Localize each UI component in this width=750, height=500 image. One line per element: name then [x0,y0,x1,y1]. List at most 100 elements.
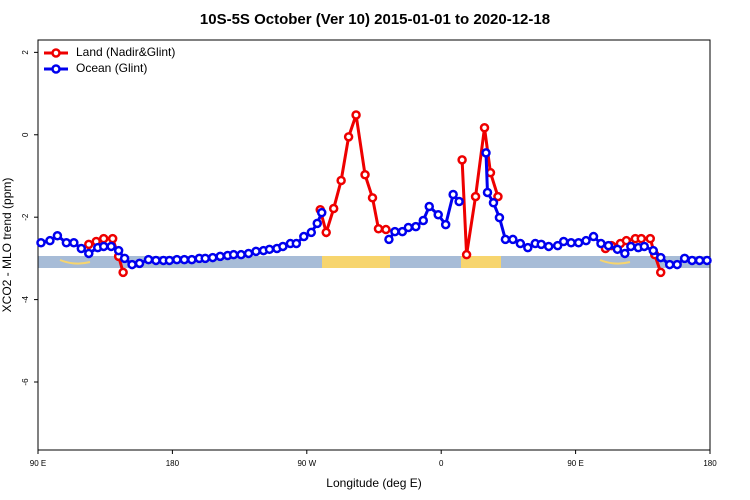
data-point [264,244,275,255]
data-point [620,248,630,259]
data-point [702,255,712,266]
data-point [461,249,472,260]
data-point [215,251,225,262]
data-point [151,255,161,266]
data-point [316,207,327,218]
data-point [639,241,650,252]
data-point [488,198,499,208]
data-point [107,233,118,244]
data-point [243,248,254,259]
data-point [251,246,261,257]
chart-title: 10S-5S October (Ver 10) 2015-01-01 to 20… [200,11,550,28]
y-tick-label: 0 [21,132,30,137]
data-point [312,218,323,229]
data-point [694,255,705,266]
data-point [411,221,421,232]
x-tick-label: 90 W [297,459,316,468]
data-point [573,237,584,248]
data-point [384,234,394,245]
data-point [52,230,63,241]
data-point [664,259,675,270]
data-point [343,132,354,142]
land-strip [322,256,390,268]
data-point [373,223,384,234]
data-point [479,123,490,133]
data-point [336,175,346,186]
x-tick-label: 180 [166,459,180,468]
data-point [543,241,554,252]
data-point [558,236,569,247]
data-point [403,222,414,233]
data-point [588,231,599,242]
data-point [603,240,614,251]
data-point [508,234,518,245]
data-point [61,237,72,248]
data-point [367,193,378,203]
data-point [672,259,682,270]
data-point [179,254,190,265]
legend-swatch [51,64,61,74]
data-point [655,267,666,278]
data-point [494,212,505,223]
data-point [278,241,288,252]
data-point [515,238,526,249]
data-point [424,201,435,212]
data-point [291,238,302,249]
data-point [321,227,331,238]
data-point [360,169,370,180]
data-point [236,249,246,260]
data-point [84,248,94,259]
data-point [433,209,443,220]
data-point [118,267,128,278]
data-point [679,253,690,264]
data-point [648,245,659,256]
data-point [612,244,623,255]
data-point [500,234,511,245]
x-tick-label: 0 [439,459,444,468]
data-point [200,253,211,264]
data-point [493,191,503,202]
land-strip [461,256,501,268]
data-point [98,233,109,244]
y-tick-label: 2 [21,50,30,55]
data-point [172,254,182,265]
x-axis-label: Longitude (deg E) [326,476,421,490]
data-point [470,191,481,202]
x-tick-label: 180 [703,459,717,468]
data-point [45,235,55,246]
y-tick-label: -6 [21,378,30,386]
data-point [164,255,175,266]
data-point [454,196,464,207]
legend-label: Ocean (Glint) [76,61,147,75]
data-point [636,233,647,244]
data-point [482,187,493,198]
data-point [566,237,576,248]
x-tick-label: 90 E [30,459,46,468]
data-point [328,203,339,214]
data-point [381,224,391,235]
data-point [448,189,458,200]
data-point [299,231,309,242]
data-point [457,155,467,165]
data-point [84,239,94,250]
legend-label: Land (Nadir&Glint) [76,45,175,59]
data-point [626,241,636,252]
data-point [655,252,666,263]
data-point [134,258,145,269]
data-point [228,249,239,260]
data-point [127,259,137,270]
data-point [397,226,408,237]
data-point [306,227,317,238]
data-point [390,226,400,237]
data-point [596,238,606,249]
data-point [113,245,124,256]
data-point [187,254,197,265]
data-point [36,237,46,248]
data-point [76,243,87,254]
data-point [687,255,697,266]
data-point [621,235,632,246]
x-tick-label: 90 E [567,459,583,468]
data-point [69,237,79,248]
y-tick-label: -2 [21,213,30,221]
